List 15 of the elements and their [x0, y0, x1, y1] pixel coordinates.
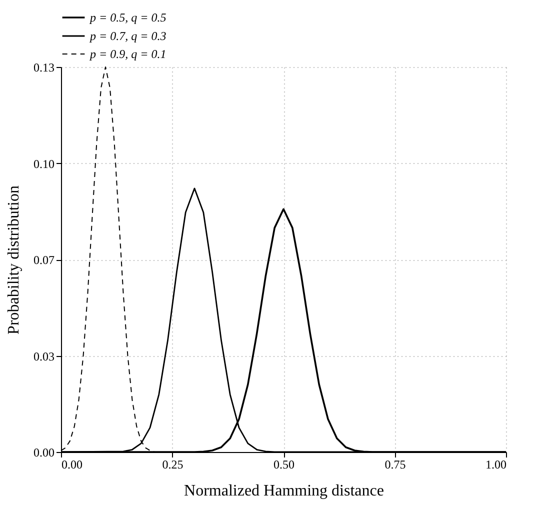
x-tick-label: 0.25 [162, 458, 184, 472]
x-tick-label: 0.50 [274, 458, 294, 472]
y-tick-label: 0.00 [34, 446, 54, 460]
y-tick-label: 0.03 [34, 349, 54, 364]
x-tick-label: 0.00 [62, 458, 82, 472]
legend-label: p = 0.9, q = 0.1 [89, 47, 166, 61]
y-tick-label: 0.10 [34, 156, 54, 171]
y-tick-label: 0.07 [34, 253, 54, 267]
x-axis-title: Normalized Hamming distance [184, 482, 384, 500]
legend-label: p = 0.5, q = 0.5 [89, 10, 166, 24]
y-axis-title: Probability distribution [6, 186, 22, 334]
x-tick-label: 0.75 [384, 458, 406, 472]
legend-label: p = 0.7, q = 0.3 [89, 29, 166, 43]
x-tick-label: 1.00 [486, 458, 506, 472]
y-tick-label: 0.13 [34, 60, 54, 74]
